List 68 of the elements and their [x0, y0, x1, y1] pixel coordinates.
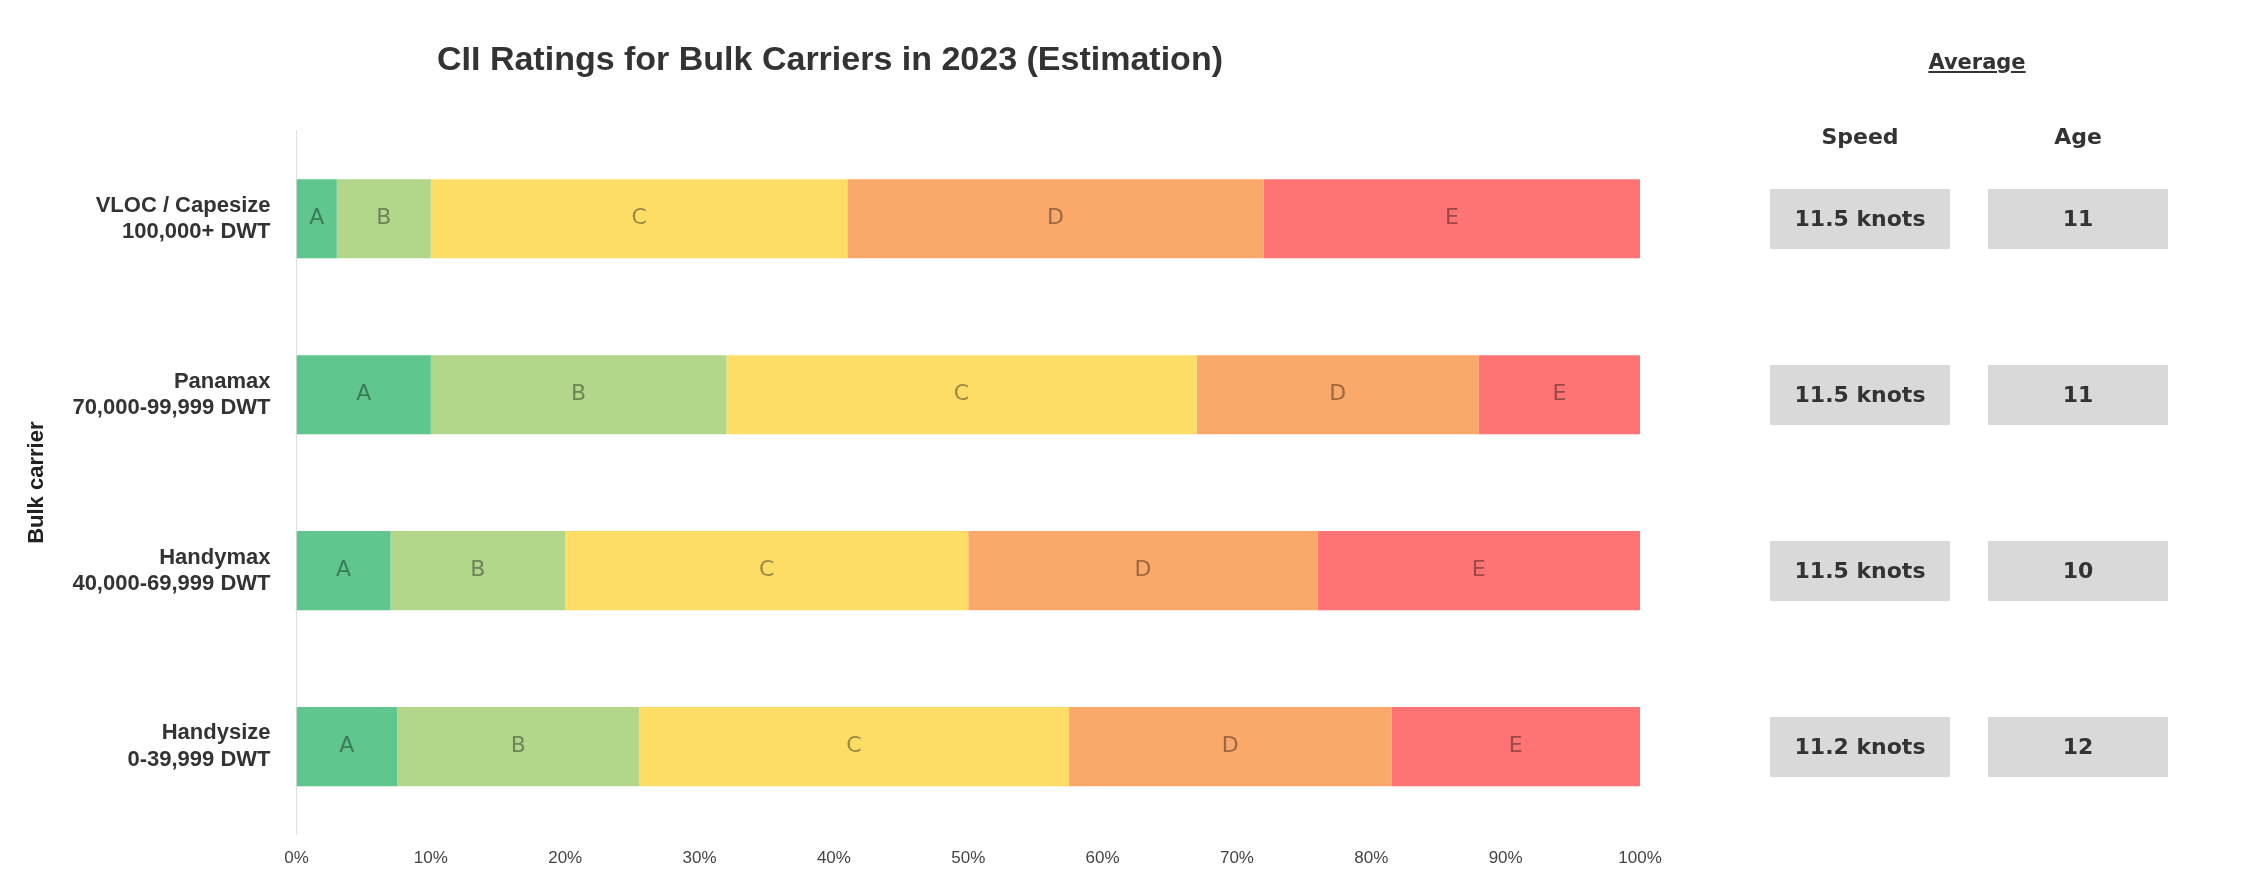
y-tick-label: Handymax 40,000-69,999 DWT [72, 543, 272, 595]
series-label: D [1134, 556, 1152, 582]
text: 11.5 knots [1794, 381, 1926, 407]
text: D [1047, 204, 1065, 230]
series-label: B [470, 556, 486, 582]
text: C [953, 380, 970, 406]
x-tick-label: 40% [816, 848, 851, 868]
y-tick-label: Panamax 70,000-99,999 DWT [72, 367, 272, 419]
text: 12 [2062, 733, 2094, 759]
text: Average [1927, 50, 2027, 74]
bar [296, 707, 398, 787]
x-tick-label: 20% [548, 848, 583, 868]
text: 11.5 knots [1794, 205, 1926, 231]
text: E [1552, 380, 1567, 406]
category-label: Age [2053, 124, 2103, 149]
text: B [510, 732, 526, 758]
text: 10 [2062, 557, 2094, 583]
series-label: C [759, 556, 775, 582]
text: 11.2 knots [1794, 733, 1926, 759]
text: B [376, 204, 392, 230]
text: C [846, 732, 862, 758]
y-axis-title: Bulk carrier [23, 421, 49, 544]
bar [847, 179, 1264, 259]
bar [565, 531, 969, 611]
text: A [356, 380, 372, 406]
text: 11 [2062, 381, 2094, 407]
text: D [1221, 732, 1239, 758]
bar [1263, 179, 1640, 259]
bar [390, 531, 566, 611]
chart-title: CII Ratings for Bulk Carriers in 2023 (Estimation) [437, 38, 1223, 77]
x-tick-label: 100% [1618, 848, 1662, 868]
bar [430, 179, 848, 259]
bar [1317, 531, 1640, 611]
x-tick-label: 50% [951, 848, 986, 868]
text: E [1508, 732, 1523, 758]
bar [296, 355, 431, 435]
series-label: A [309, 204, 325, 230]
x-tick-label: 90% [1488, 848, 1523, 868]
series-label: E [1471, 556, 1486, 582]
x-tick-label: 80% [1354, 848, 1389, 868]
bar [336, 179, 431, 259]
x-tick-label: 30% [682, 848, 717, 868]
x-tick-label: 10% [413, 848, 448, 868]
bar [430, 355, 727, 435]
bar [1069, 707, 1392, 787]
text: D [1329, 380, 1347, 406]
x-tick-label: 60% [1085, 848, 1120, 868]
text: A [339, 732, 355, 758]
bar [296, 531, 391, 611]
bar [397, 707, 640, 787]
text: E [1444, 204, 1459, 230]
y-tick-label: VLOC / Capesize 100,000+ DWT [95, 191, 272, 244]
bar [968, 531, 1318, 611]
bar [1478, 355, 1640, 435]
text: 11 [2062, 205, 2094, 231]
text: A [336, 556, 352, 582]
category-label: Speed [1820, 124, 1900, 149]
bar [726, 355, 1197, 435]
bar [1196, 355, 1479, 435]
x-tick-label: 0% [284, 848, 309, 868]
bar [639, 707, 1070, 787]
bar [1391, 707, 1640, 787]
y-tick-label: Handysize 0-39,999 DWT [127, 719, 272, 771]
text: C [631, 204, 647, 230]
bar [296, 179, 337, 259]
text: B [571, 380, 587, 406]
x-tick-label: 70% [1219, 848, 1254, 868]
text: 11.5 knots [1794, 557, 1926, 583]
